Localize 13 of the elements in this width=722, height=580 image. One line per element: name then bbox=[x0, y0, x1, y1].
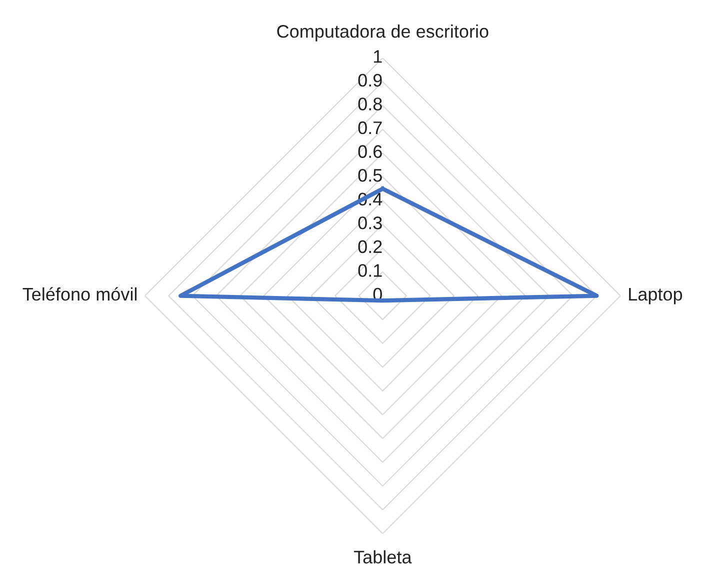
y-tick-label: 0.3 bbox=[358, 216, 382, 230]
y-tick-label: 0.5 bbox=[358, 168, 382, 182]
y-tick-label: 0.2 bbox=[358, 240, 382, 254]
y-tick-label: 1 bbox=[374, 50, 382, 63]
spoke-label: Laptop bbox=[629, 288, 682, 304]
y-tick-label: 0.8 bbox=[358, 98, 382, 110]
spoke-label: Tableta bbox=[354, 550, 412, 564]
y-tick-label: 0.6 bbox=[358, 145, 382, 158]
spoke-label: Computadora de escritorio bbox=[277, 24, 488, 42]
y-tick-label: 0.9 bbox=[358, 74, 382, 87]
y-tick-label: 0.1 bbox=[358, 264, 382, 277]
y-tick-label: 0.7 bbox=[358, 121, 382, 134]
spoke-label: Teléfono móvil bbox=[22, 287, 137, 301]
